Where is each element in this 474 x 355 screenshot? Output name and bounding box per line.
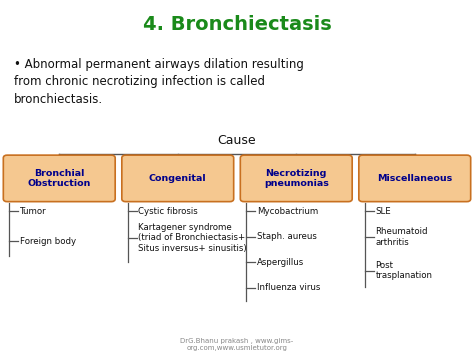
Text: Aspergillus: Aspergillus bbox=[257, 258, 304, 267]
Text: Cause: Cause bbox=[218, 134, 256, 147]
Text: Staph. aureus: Staph. aureus bbox=[257, 232, 317, 241]
FancyBboxPatch shape bbox=[359, 155, 471, 202]
Text: 4. Bronchiectasis: 4. Bronchiectasis bbox=[143, 15, 331, 34]
Text: Bronchial
Obstruction: Bronchial Obstruction bbox=[27, 169, 91, 188]
Text: DrG.Bhanu prakash , www.gims-
org.com,www.usmletutor.org: DrG.Bhanu prakash , www.gims- org.com,ww… bbox=[181, 338, 293, 351]
FancyBboxPatch shape bbox=[240, 155, 352, 202]
FancyBboxPatch shape bbox=[3, 155, 115, 202]
Text: Rheumatoid
arthritis: Rheumatoid arthritis bbox=[375, 227, 428, 247]
Text: • Abnormal permanent airways dilation resulting
from chronic necrotizing infecti: • Abnormal permanent airways dilation re… bbox=[14, 58, 304, 106]
Text: Congenital: Congenital bbox=[149, 174, 207, 183]
Text: Necrotizing
pneumonias: Necrotizing pneumonias bbox=[264, 169, 328, 188]
Text: Foreign body: Foreign body bbox=[20, 237, 76, 246]
Text: Miscellaneous: Miscellaneous bbox=[377, 174, 452, 183]
Text: Kartagener syndrome
(triad of Bronchiectasis+
Situs inversus+ sinusitis): Kartagener syndrome (triad of Bronchiect… bbox=[138, 223, 247, 253]
Text: SLE: SLE bbox=[375, 207, 391, 216]
Text: Mycobactrium: Mycobactrium bbox=[257, 207, 318, 216]
Text: Influenza virus: Influenza virus bbox=[257, 283, 320, 293]
Text: Post
trasplanation: Post trasplanation bbox=[375, 261, 432, 280]
FancyBboxPatch shape bbox=[122, 155, 234, 202]
Text: Tumor: Tumor bbox=[20, 207, 46, 216]
Text: Cystic fibrosis: Cystic fibrosis bbox=[138, 207, 198, 216]
